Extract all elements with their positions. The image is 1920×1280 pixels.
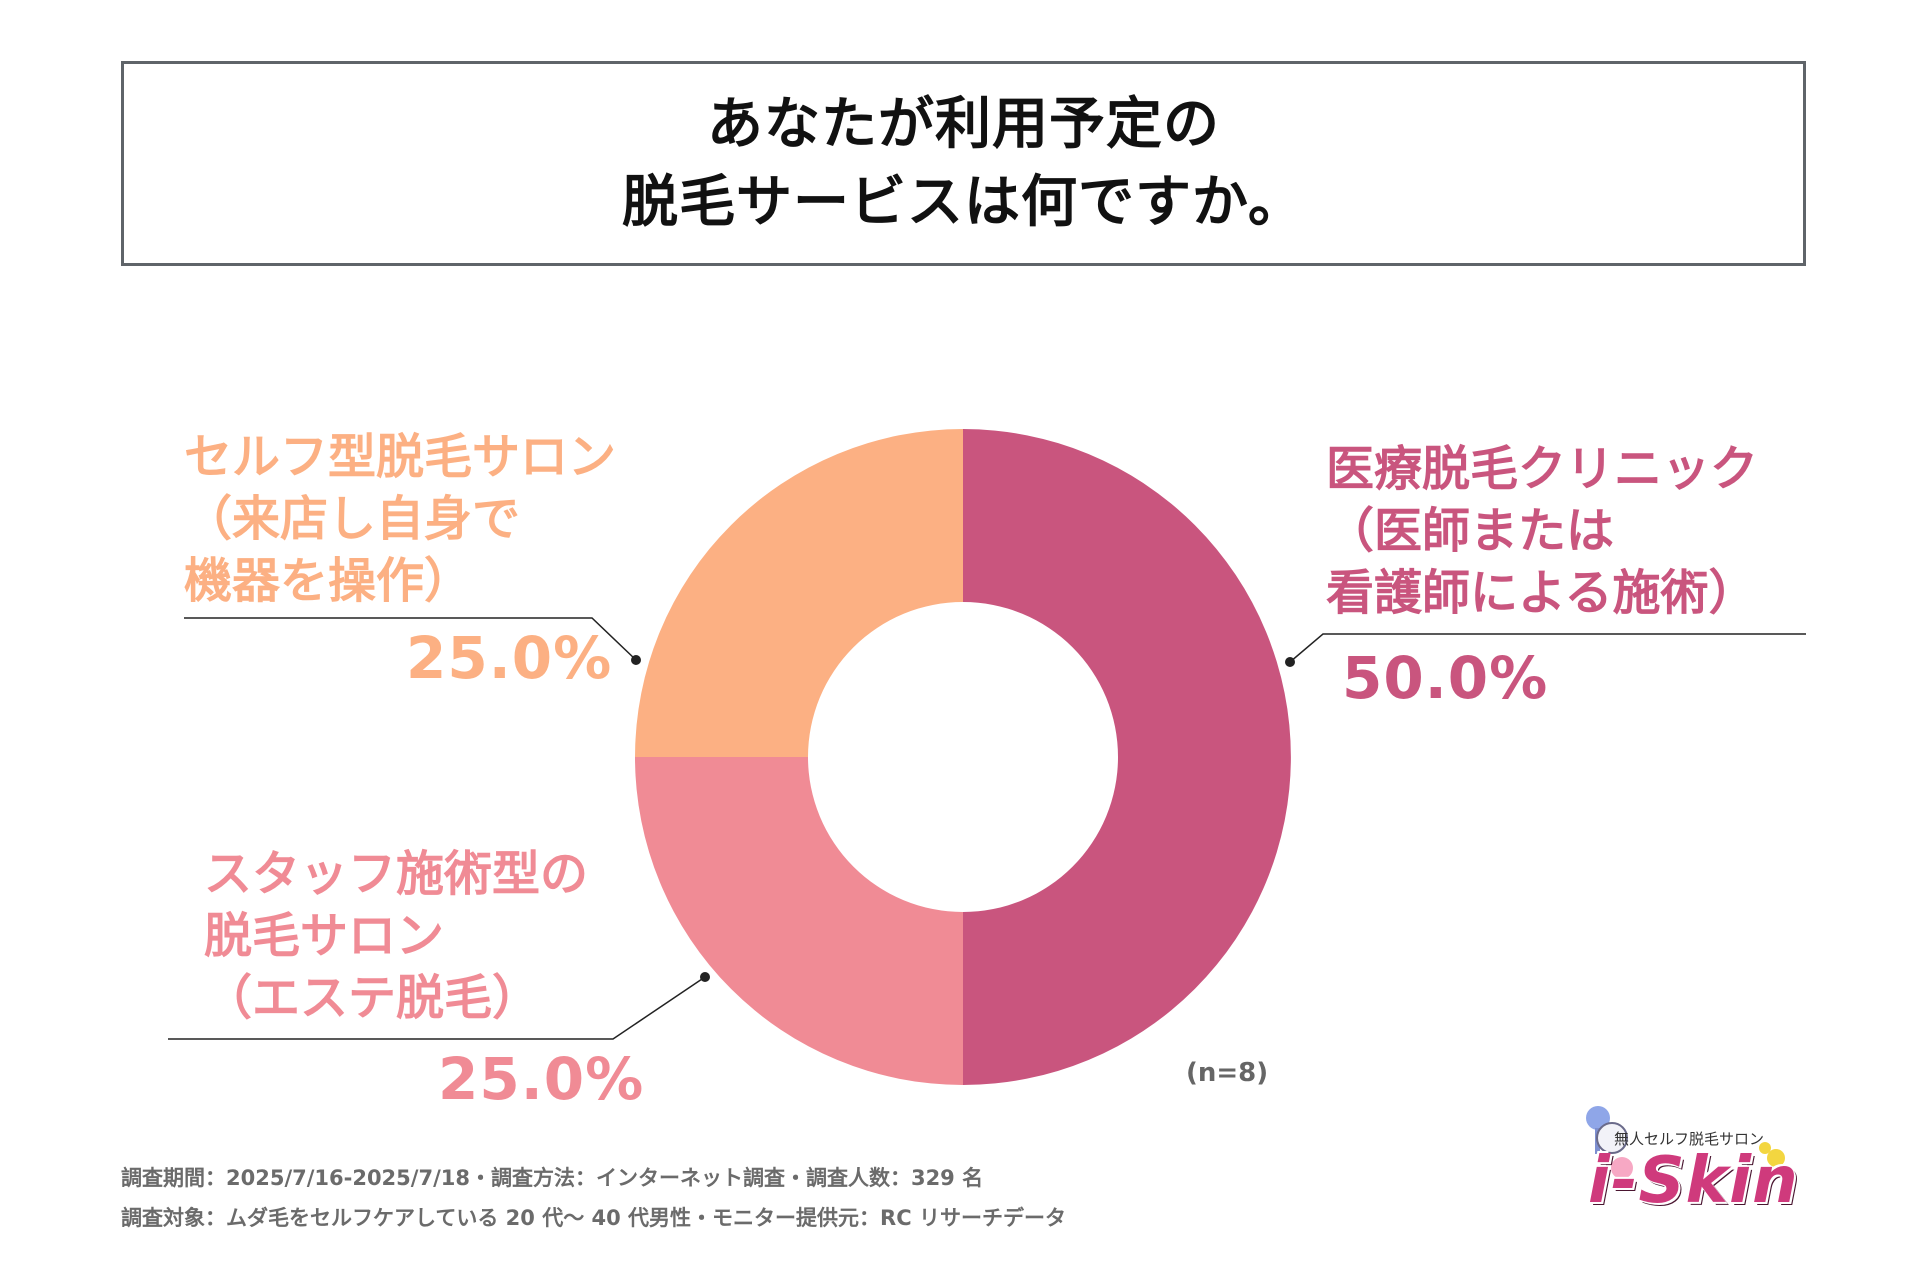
leader-medical-clinic (1289, 633, 1806, 663)
label-staff-salon-line: 脱毛サロン (204, 908, 445, 964)
label-medical-clinic-line: 医療脱毛クリニック (1326, 441, 1759, 497)
label-self-salon-line: 機器を操作） (184, 553, 473, 609)
label-staff-salon-line: （エステ脱毛） (204, 970, 541, 1026)
leader-self-salon (184, 617, 637, 661)
mascot-cat-icon (1586, 1106, 1785, 1179)
label-staff-salon: スタッフ施術型の 脱毛サロン （エステ脱毛） (204, 843, 588, 1029)
survey-footer-line-1: 調査期間：2025/7/16-2025/7/18・調査方法：インターネット調査・… (121, 1166, 984, 1190)
donut-slice-2 (635, 429, 963, 757)
label-medical-clinic-line: （医師または (1326, 503, 1615, 559)
sample-size-note: (n=8) (1186, 1058, 1269, 1088)
title-line-2: 脱毛サービスは何ですか。 (622, 169, 1305, 235)
label-medical-clinic: 医療脱毛クリニック （医師または 看護師による施術） (1326, 438, 1758, 624)
label-self-salon: セルフ型脱毛サロン （来店し自身で 機器を操作） (184, 426, 616, 612)
donut-slice-1 (635, 757, 963, 1085)
leader-staff-salon-dot (700, 972, 710, 982)
logo-wordmark: i-Skin (1588, 1144, 1799, 1218)
survey-footer-line-2: 調査対象：ムダ毛をセルフケアしている 20 代～ 40 代男性・モニター提供元：… (121, 1206, 1066, 1230)
leader-lines (168, 617, 1806, 1040)
label-medical-clinic-line: 看護師による施術） (1326, 565, 1757, 621)
label-staff-salon-line: スタッフ施術型の (204, 846, 589, 902)
donut-slices (635, 429, 1291, 1085)
leader-staff-salon (168, 976, 706, 1040)
donut-slice-0 (963, 429, 1291, 1085)
value-self-salon: 25.0% (406, 624, 613, 692)
title-box: あなたが利用予定の 脱毛サービスは何ですか。 (121, 61, 1806, 266)
leader-self-salon-dot (631, 655, 641, 665)
label-self-salon-line: （来店し自身で (184, 491, 521, 547)
leader-medical-clinic-dot (1285, 657, 1295, 667)
iskin-logo: 無人セルフ脱毛サロン i-Skin (1568, 1098, 1798, 1228)
logo-tagline: 無人セルフ脱毛サロン (1614, 1130, 1765, 1148)
label-self-salon-line: セルフ型脱毛サロン (184, 429, 617, 485)
value-medical-clinic: 50.0% (1342, 644, 1549, 712)
value-staff-salon: 25.0% (438, 1045, 645, 1113)
title-line-1: あなたが利用予定の (707, 91, 1220, 157)
